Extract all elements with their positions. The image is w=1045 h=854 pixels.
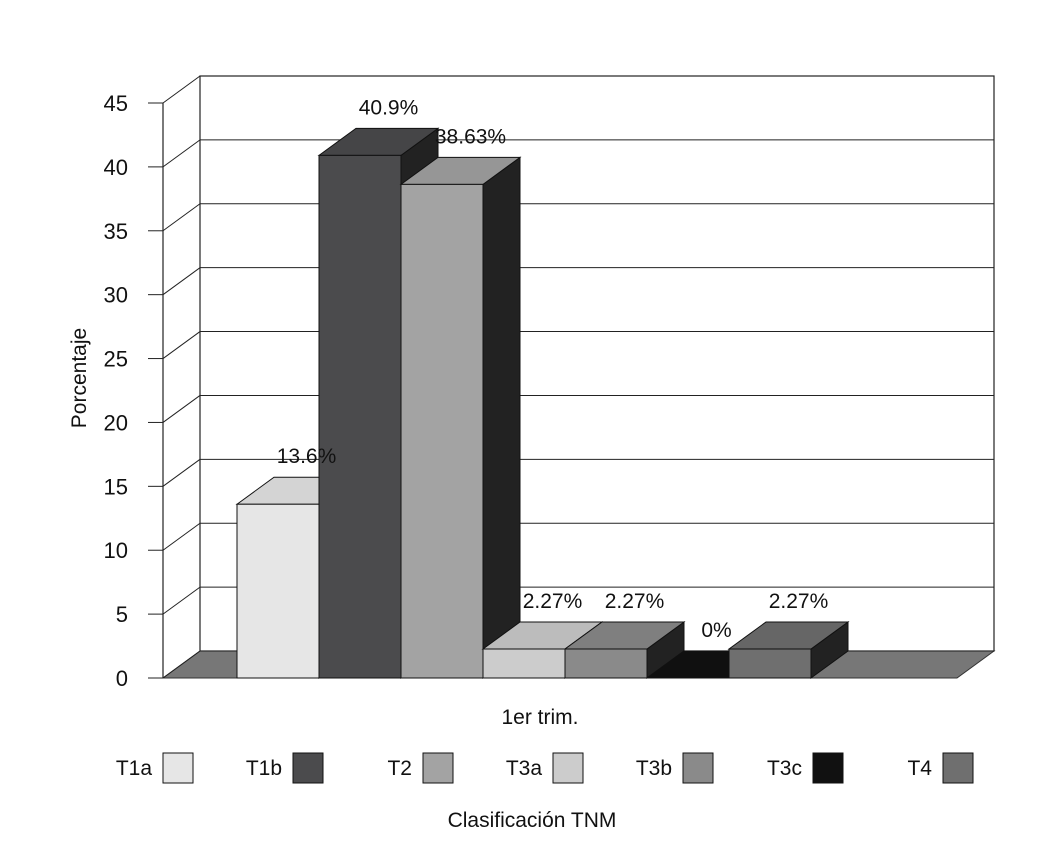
bar-front xyxy=(318,154,402,679)
legend-item-t3a: T3a xyxy=(506,752,584,784)
y-tick-label: 40 xyxy=(104,155,128,180)
legend-item-t3b: T3b xyxy=(636,752,714,784)
legend-swatch xyxy=(162,752,194,784)
y-tick-label: 5 xyxy=(116,602,128,627)
x-axis-title: Clasificación TNM xyxy=(448,809,617,832)
gridline-side xyxy=(162,586,201,615)
gridline-side xyxy=(162,458,201,487)
bars xyxy=(235,127,850,679)
legend-swatch xyxy=(942,752,974,784)
legend-swatch xyxy=(292,752,324,784)
bar-t4 xyxy=(727,621,850,679)
y-tick-label: 45 xyxy=(104,91,128,116)
y-tick-label: 0 xyxy=(116,666,128,691)
legend-label: T1a xyxy=(116,757,153,780)
bar-front xyxy=(236,503,320,679)
data-label-t2: 38.63% xyxy=(435,125,506,148)
gridline-side xyxy=(162,331,201,359)
y-tick-label: 25 xyxy=(104,347,128,372)
data-label-t3a: 2.27% xyxy=(523,590,583,613)
legend-label: T2 xyxy=(387,757,412,780)
legend-item-t2: T2 xyxy=(387,752,454,784)
bar-t3b xyxy=(563,621,686,679)
gridline-side xyxy=(162,139,201,168)
y-tick-label: 15 xyxy=(104,474,128,499)
gridline-side xyxy=(162,75,201,104)
legend-item-t3c: T3c xyxy=(767,752,844,784)
bar-front xyxy=(400,183,484,679)
legend-swatch xyxy=(552,752,584,784)
y-tick-label: 35 xyxy=(104,219,128,244)
legend-label: T1b xyxy=(246,757,282,780)
bar-front xyxy=(482,648,566,679)
gridline-side xyxy=(162,650,201,679)
legend-swatch xyxy=(682,752,714,784)
data-label-t3b: 2.27% xyxy=(605,590,665,613)
data-label-t1a: 13.6% xyxy=(277,445,337,468)
data-label-t1b: 40.9% xyxy=(359,96,419,119)
legend-label: T3a xyxy=(506,757,543,780)
y-axis-title: Porcentaje xyxy=(68,328,91,428)
legend-label: T3c xyxy=(767,757,802,780)
bar-t3a xyxy=(481,621,604,679)
y-tick-label: 30 xyxy=(104,283,128,308)
legend-swatch xyxy=(812,752,844,784)
bar-front xyxy=(564,648,648,679)
legend: T1a T1b T2 T3a T3b T3c T4 xyxy=(116,752,974,784)
bar-side xyxy=(482,156,521,679)
gridline-side xyxy=(162,267,201,296)
gridline-side xyxy=(162,395,201,423)
data-label-t3c: 0% xyxy=(701,619,731,642)
y-tick-label: 20 xyxy=(104,410,128,435)
data-labels: 13.6% 40.9% 38.63% 2.27% 2.27% 0% 2.27% xyxy=(277,96,829,642)
legend-label: T4 xyxy=(907,757,932,780)
legend-item-t1b: T1b xyxy=(246,752,324,784)
legend-label: T3b xyxy=(636,757,672,780)
y-tick-label: 10 xyxy=(104,538,128,563)
bar-front xyxy=(728,648,812,679)
gridline-side xyxy=(162,203,201,232)
data-label-t4: 2.27% xyxy=(769,590,829,613)
legend-item-t1a: T1a xyxy=(116,752,194,784)
y-axis: 0 5 10 15 20 25 30 35 40 45 xyxy=(104,91,163,691)
category-label: 1er trim. xyxy=(501,706,578,729)
legend-item-t4: T4 xyxy=(907,752,974,784)
bar-t2 xyxy=(399,156,522,679)
gridline-side xyxy=(162,522,201,551)
legend-swatch xyxy=(422,752,454,784)
